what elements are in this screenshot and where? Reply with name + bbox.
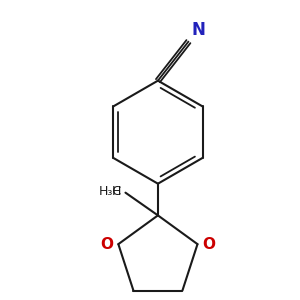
Text: H: H (112, 185, 122, 198)
Text: O: O (100, 237, 113, 252)
Text: H₃C: H₃C (98, 185, 122, 198)
Text: N: N (191, 21, 205, 39)
Text: O: O (202, 237, 215, 252)
